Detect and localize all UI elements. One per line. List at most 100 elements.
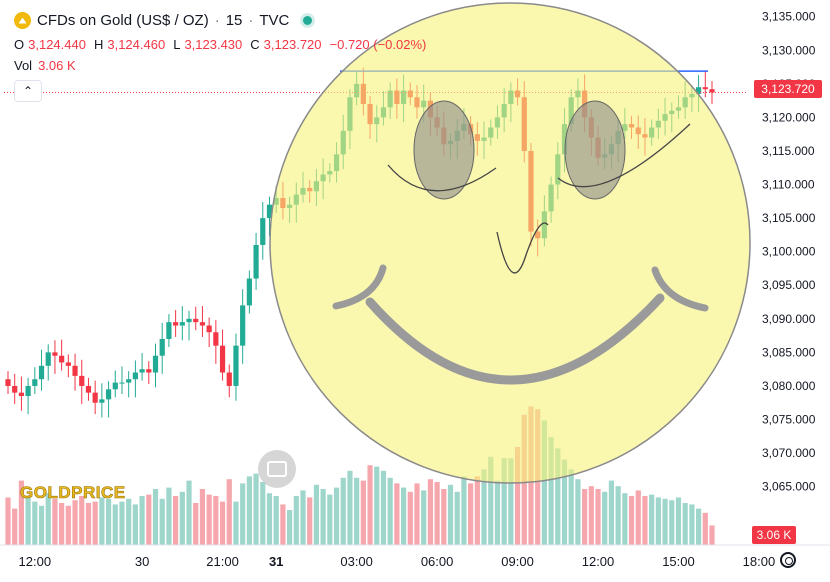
candle-body [12, 385, 18, 393]
time-tick-label: 09:00 [501, 554, 534, 569]
volume-bar [146, 494, 152, 545]
price-tick-label: 3,080.000 [762, 379, 816, 393]
volume-bar [407, 491, 413, 545]
volume-bar [394, 483, 400, 545]
time-tick-label: 31 [269, 554, 283, 569]
volume-bar [18, 480, 25, 545]
volume-bar [655, 497, 661, 545]
chevron-up-icon: ⌃ [22, 84, 34, 98]
smiley-mouth-left-dimple [332, 264, 387, 310]
volume-bar [622, 493, 628, 545]
volume-bar [219, 501, 226, 545]
candle-body [32, 379, 38, 386]
volume-bar [441, 489, 447, 545]
candle-body [52, 352, 58, 356]
change-value: −0.720 (−0.02%) [329, 37, 427, 52]
candle-body [38, 365, 45, 380]
volume-bar [79, 496, 85, 545]
volume-bar [367, 465, 373, 545]
price-tick-label: 3,135.000 [762, 10, 816, 24]
volume-bar [561, 459, 568, 545]
volume-bar [468, 483, 474, 545]
symbol-title[interactable]: CFDs on Gold (US$ / OZ) [37, 12, 209, 29]
candle-body [253, 244, 259, 279]
candle-body [266, 204, 273, 219]
candle-body [59, 355, 65, 363]
candle-body [240, 305, 246, 346]
volume-bar [568, 469, 574, 545]
close-label: C [250, 37, 260, 52]
price-tick-label: 3,115.000 [762, 144, 815, 158]
volume-bar [193, 503, 199, 545]
price-tick-label: 3,090.000 [762, 312, 816, 326]
volume-bar [112, 504, 118, 545]
volume-bar [494, 480, 501, 545]
candle-body [126, 379, 132, 383]
goldprice-watermark: GOLDPRICE [20, 483, 126, 503]
gear-icon[interactable] [780, 552, 796, 568]
price-tick-label: 3,130.000 [762, 43, 816, 57]
candle-body [112, 382, 118, 390]
volume-bar [166, 487, 172, 545]
volume-bar [253, 473, 259, 545]
volume-bar [461, 476, 467, 545]
volume-bar [206, 494, 212, 545]
smiley-face [269, 2, 751, 484]
price-tick-label: 3,070.000 [762, 446, 816, 460]
volume-bar [360, 480, 366, 545]
volume-bar [246, 476, 252, 545]
volume-label: Vol [14, 58, 33, 73]
volume-bar [173, 496, 179, 545]
volume-bar [447, 484, 454, 545]
candle-body [159, 338, 165, 356]
volume-bar [354, 477, 360, 545]
volume-bar [615, 486, 621, 545]
candle-body [146, 369, 152, 373]
volume-bar [240, 483, 246, 545]
volume-bar [65, 505, 71, 545]
candle-body [709, 89, 715, 93]
volume-bar [199, 489, 206, 545]
collapse-legend-button[interactable]: ⌃ [14, 80, 42, 102]
volume-bar [179, 491, 185, 545]
volume-bar [575, 479, 581, 545]
volume-tag: 3.06 K [752, 526, 796, 544]
low-label: L [173, 37, 181, 52]
volume-bar [12, 508, 18, 545]
time-tick-label: 30 [135, 554, 149, 569]
volume-bar [280, 504, 286, 545]
smiley-face-drawing [269, 2, 751, 484]
volume-bar [333, 487, 340, 545]
candle-body [226, 372, 232, 386]
volume-bar [514, 447, 521, 545]
volume-bar [595, 489, 601, 545]
volume-bar [293, 496, 299, 545]
volume-bar [628, 496, 635, 545]
volume-bar [119, 501, 125, 545]
candle-body [213, 332, 219, 346]
volume-bar [434, 482, 440, 545]
time-tick-label: 12:00 [582, 554, 615, 569]
candle-body [260, 218, 266, 245]
volume-bar [25, 497, 31, 545]
candle-body [45, 352, 51, 366]
candle-body [702, 87, 708, 90]
candle-body [18, 392, 25, 397]
volume-bar [159, 498, 165, 545]
candle-body [139, 369, 145, 373]
camera-icon[interactable] [258, 450, 296, 488]
volume-bar [347, 470, 353, 545]
volume-bar [541, 420, 547, 545]
volume-bar [126, 498, 132, 545]
volume-bar [273, 496, 279, 545]
volume-bar [287, 510, 293, 545]
volume-bar [226, 479, 232, 545]
volume-bar [213, 496, 219, 545]
volume-bar [132, 504, 138, 545]
volume-bar [481, 469, 487, 545]
volume-bar [374, 466, 380, 545]
high-label: H [93, 37, 104, 52]
candle-body [152, 355, 159, 373]
